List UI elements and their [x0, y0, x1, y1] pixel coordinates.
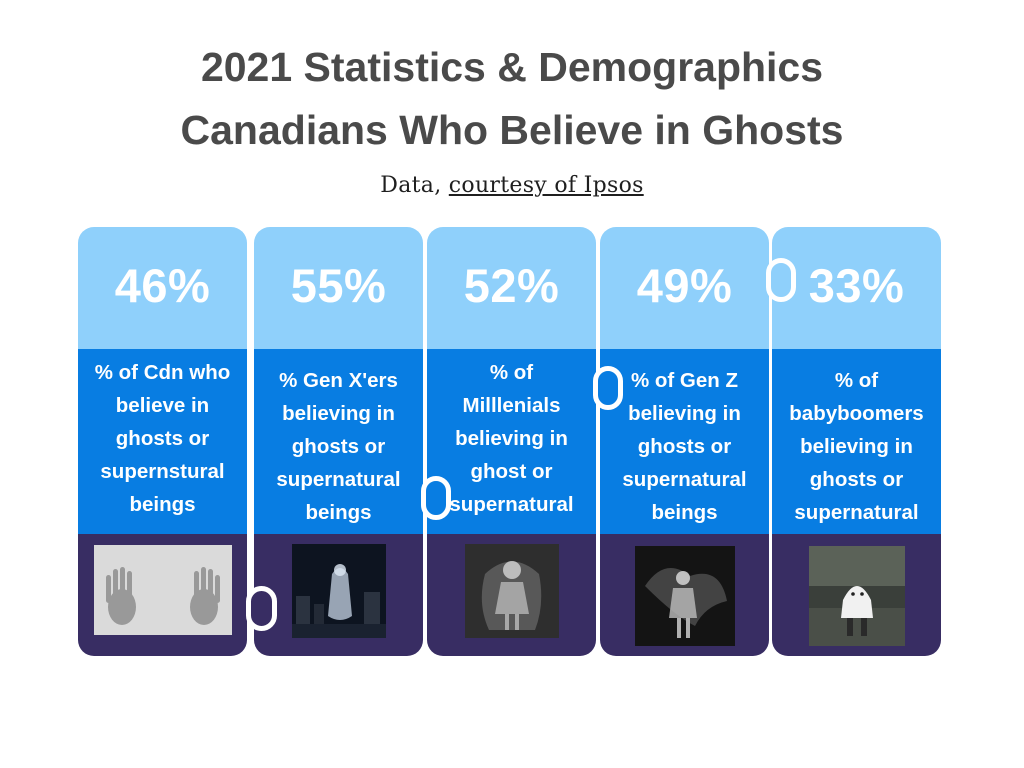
desc-line: % of Cdn who — [94, 361, 231, 384]
image-band — [78, 534, 247, 656]
description-text: % of Gen Z believing in ghosts or supern… — [614, 364, 754, 529]
percent-value: 33% — [808, 258, 905, 312]
description-text: % Gen X'ers believing in ghosts or super… — [268, 364, 408, 529]
sheet-ghost-photo — [808, 546, 905, 646]
desc-line: % of Gen Z — [630, 369, 739, 392]
image-band — [772, 534, 941, 656]
description-band: % of babyboomers believing in ghosts or … — [772, 349, 941, 534]
percent-value: 55% — [290, 258, 387, 312]
description-band: % Gen X'ers believing in ghosts or super… — [254, 349, 423, 534]
puzzle-panel-1: 46% % of Cdn who believe in ghosts or su… — [78, 227, 247, 656]
desc-line: Milllenials — [462, 394, 561, 417]
puzzle-panel-3: 52% % of Milllenials believing in ghost … — [427, 227, 596, 656]
percent-band: 49% — [600, 227, 769, 349]
desc-line: ghosts or — [291, 435, 386, 458]
desc-line: believing in — [628, 402, 741, 425]
source-link[interactable]: courtesy of Ipsos — [448, 173, 644, 198]
desc-line: ghosts or — [637, 435, 732, 458]
description-band: % of Milllenials believing in ghost or s… — [427, 349, 596, 534]
desc-line: believing in — [282, 402, 395, 425]
percent-band: 33% — [772, 227, 941, 349]
desc-line: beings — [305, 501, 372, 524]
percent-band: 55% — [254, 227, 423, 349]
puzzle-knob — [246, 586, 277, 631]
puzzle-knob — [766, 258, 796, 302]
source-prefix: Data, — [380, 173, 449, 198]
percent-band: 52% — [427, 227, 596, 349]
desc-line: believe in — [115, 394, 210, 417]
ghost-child-photo — [634, 546, 735, 646]
description-band: % of Gen Z believing in ghosts or supern… — [600, 349, 769, 534]
description-text: % of Cdn who believe in ghosts or supern… — [87, 356, 239, 521]
percent-value: 52% — [463, 258, 560, 312]
desc-line: supernatural — [276, 468, 401, 491]
desc-line: believing in — [455, 427, 568, 450]
desc-line: supernatural — [449, 493, 574, 516]
image-band — [254, 534, 423, 656]
percent-value: 46% — [114, 258, 211, 312]
desc-line: ghost or — [470, 460, 553, 483]
desc-line: supernatural — [622, 468, 747, 491]
percent-value: 49% — [636, 258, 733, 312]
desc-line: beings — [651, 501, 718, 524]
ghost-girl-photo — [464, 544, 559, 638]
percent-band: 46% — [78, 227, 247, 349]
ghost-cemetery-photo — [291, 544, 386, 638]
image-band — [600, 534, 769, 656]
description-text: % of babyboomers believing in ghosts or … — [781, 364, 931, 529]
chart-title-line1: 2021 Statistics & Demographics — [200, 44, 824, 90]
desc-line: supernatural — [794, 501, 919, 524]
desc-line: ghosts or — [115, 427, 210, 450]
desc-line: beings — [129, 493, 196, 516]
puzzle-panel-5: 33% % of babyboomers believing in ghosts… — [772, 227, 941, 656]
desc-line: supernstural — [100, 460, 225, 483]
desc-line: % of — [489, 361, 534, 384]
desc-line: % Gen X'ers — [279, 369, 398, 392]
desc-line: % of — [834, 369, 879, 392]
desc-line: ghosts or — [809, 468, 904, 491]
puzzle-knob — [421, 476, 451, 520]
description-band: % of Cdn who believe in ghosts or supern… — [78, 349, 247, 534]
data-source-line: Data, courtesy of Ipsos — [0, 173, 1024, 198]
desc-line: babyboomers — [789, 402, 924, 425]
puzzle-knob — [593, 366, 623, 410]
image-band — [427, 534, 596, 656]
puzzle-panel-4: 49% % of Gen Z believing in ghosts or su… — [600, 227, 769, 656]
description-text: % of Milllenials believing in ghost or s… — [441, 356, 581, 521]
ghost-hands-photo — [93, 545, 232, 635]
chart-title-line2: Canadians Who Believe in Ghosts — [180, 107, 844, 153]
puzzle-panel-2: 55% % Gen X'ers believing in ghosts or s… — [254, 227, 423, 656]
desc-line: believing in — [800, 435, 913, 458]
